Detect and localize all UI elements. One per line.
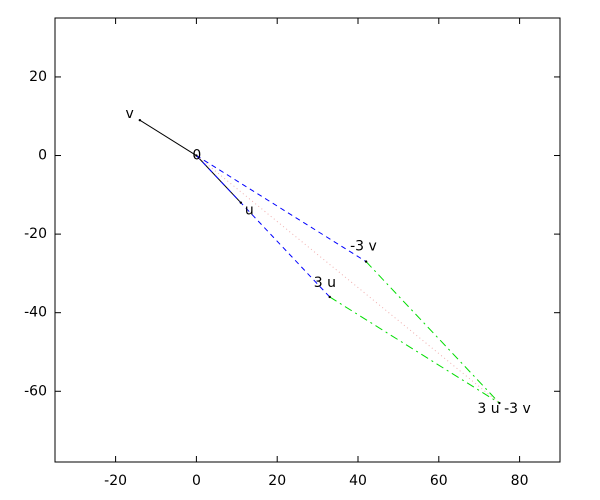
point-label: 3 u -3 v: [477, 401, 530, 417]
point-label: u: [245, 203, 254, 219]
point-label: 0: [192, 148, 201, 164]
y-tick-label: 20: [29, 69, 47, 85]
x-tick-label: 20: [268, 473, 286, 489]
point-label: -3 v: [350, 239, 377, 255]
point: [328, 295, 331, 299]
y-tick-label: -60: [24, 383, 47, 399]
x-tick-label: 0: [192, 473, 201, 489]
point: [138, 118, 142, 122]
y-tick-label: 0: [38, 148, 47, 164]
point-label: v: [126, 106, 134, 122]
plot-frame: [54, 17, 561, 463]
vector-segment: [196, 155, 367, 263]
vector-segment: [196, 155, 331, 298]
vector-segment: [365, 261, 500, 404]
vector-segment: [196, 155, 500, 404]
y-tick-label: -20: [24, 226, 47, 242]
point: [239, 201, 243, 204]
vector-segment: [329, 296, 500, 404]
point-label: 3 u: [314, 275, 336, 291]
point: [195, 154, 198, 157]
vector-segment: [139, 119, 197, 156]
x-tick-label: 60: [430, 473, 448, 489]
point: [364, 260, 368, 263]
x-tick-label: 40: [349, 473, 367, 489]
x-tick-label: 80: [511, 473, 529, 489]
y-tick-label: -40: [24, 305, 47, 321]
point: [498, 401, 501, 405]
x-tick-label: -20: [104, 473, 127, 489]
